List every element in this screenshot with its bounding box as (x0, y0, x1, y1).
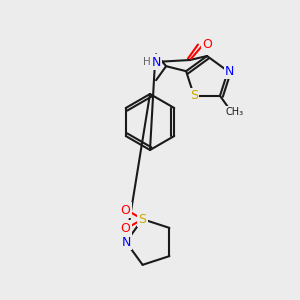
Text: H: H (143, 57, 151, 67)
Text: N: N (151, 56, 161, 68)
Text: O: O (202, 38, 212, 50)
Text: O: O (121, 222, 130, 235)
Text: S: S (190, 89, 198, 102)
Text: O: O (121, 204, 130, 217)
Text: N: N (121, 236, 131, 248)
Text: N: N (225, 65, 235, 78)
Text: S: S (139, 213, 147, 226)
Text: CH₃: CH₃ (226, 107, 244, 117)
